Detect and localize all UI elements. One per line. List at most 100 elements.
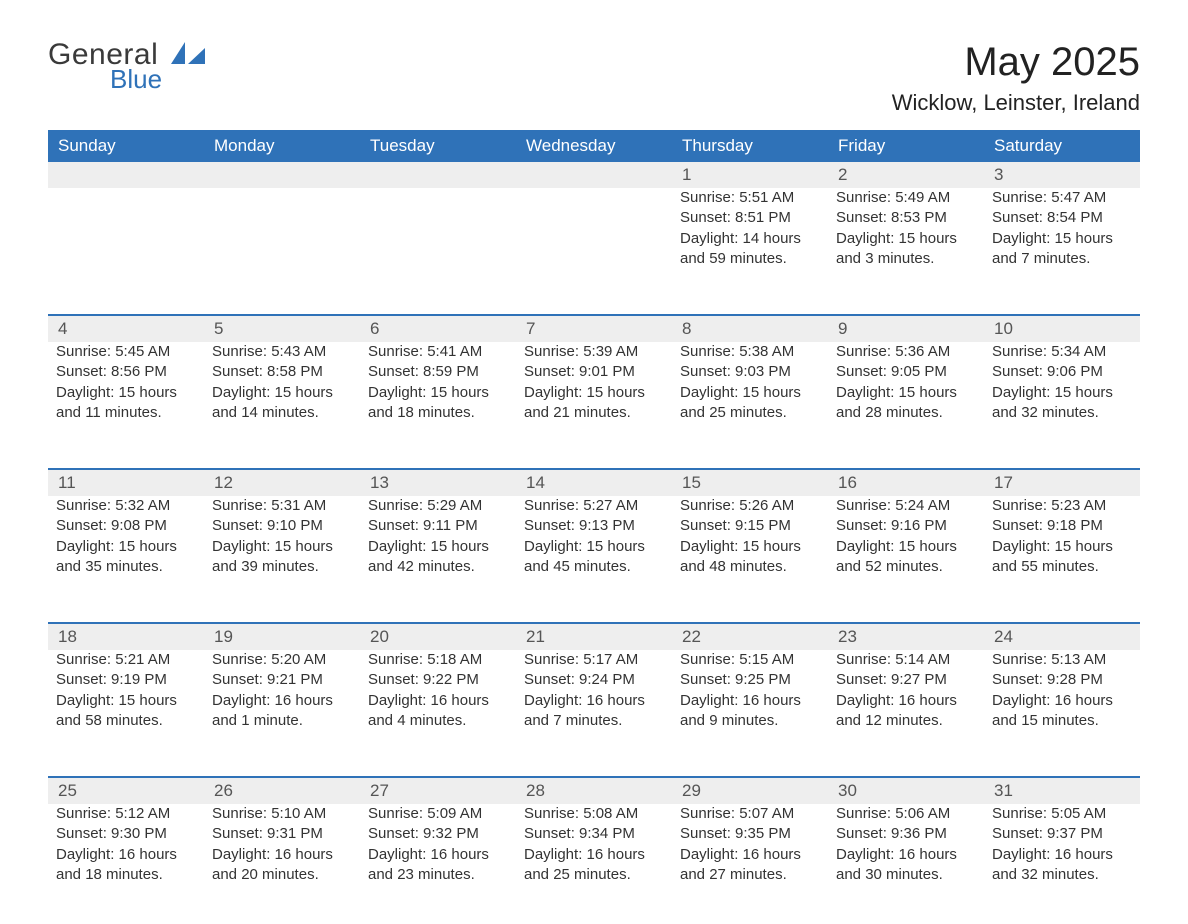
calendar-cell: Sunrise: 5:29 AMSunset: 9:11 PMDaylight:… bbox=[360, 496, 516, 616]
cell-d2: and 18 minutes. bbox=[368, 403, 508, 423]
cell-d2: and 20 minutes. bbox=[212, 865, 352, 885]
location: Wicklow, Leinster, Ireland bbox=[892, 90, 1140, 116]
cell-d2: and 7 minutes. bbox=[992, 249, 1132, 269]
cell-sunset: Sunset: 9:15 PM bbox=[680, 516, 820, 536]
cell-sunrise: Sunrise: 5:05 AM bbox=[992, 804, 1132, 824]
cell-sunrise: Sunrise: 5:32 AM bbox=[56, 496, 196, 516]
cell-sunrise: Sunrise: 5:29 AM bbox=[368, 496, 508, 516]
day-number bbox=[516, 162, 672, 188]
cell-sunrise: Sunrise: 5:49 AM bbox=[836, 188, 976, 208]
cell-d1: Daylight: 14 hours bbox=[680, 229, 820, 249]
cell-sunset: Sunset: 9:28 PM bbox=[992, 670, 1132, 690]
cell-sunset: Sunset: 9:01 PM bbox=[524, 362, 664, 382]
calendar-cell: Sunrise: 5:45 AMSunset: 8:56 PMDaylight:… bbox=[48, 342, 204, 462]
cell-sunset: Sunset: 9:27 PM bbox=[836, 670, 976, 690]
logo: General Blue bbox=[48, 40, 205, 92]
calendar-cell: Sunrise: 5:38 AMSunset: 9:03 PMDaylight:… bbox=[672, 342, 828, 462]
cell-sunrise: Sunrise: 5:21 AM bbox=[56, 650, 196, 670]
weeks-container: 123Sunrise: 5:51 AMSunset: 8:51 PMDaylig… bbox=[48, 162, 1140, 924]
cell-d2: and 25 minutes. bbox=[524, 865, 664, 885]
calendar-cell: Sunrise: 5:21 AMSunset: 9:19 PMDaylight:… bbox=[48, 650, 204, 770]
cell-sunrise: Sunrise: 5:18 AM bbox=[368, 650, 508, 670]
weekday-tuesday: Tuesday bbox=[360, 130, 516, 162]
calendar-week: 18192021222324Sunrise: 5:21 AMSunset: 9:… bbox=[48, 624, 1140, 770]
cell-d2: and 27 minutes. bbox=[680, 865, 820, 885]
cell-sunset: Sunset: 9:32 PM bbox=[368, 824, 508, 844]
cell-sunrise: Sunrise: 5:10 AM bbox=[212, 804, 352, 824]
cell-sunset: Sunset: 9:10 PM bbox=[212, 516, 352, 536]
calendar-cell: Sunrise: 5:10 AMSunset: 9:31 PMDaylight:… bbox=[204, 804, 360, 924]
cell-sunrise: Sunrise: 5:36 AM bbox=[836, 342, 976, 362]
calendar-cell: Sunrise: 5:32 AMSunset: 9:08 PMDaylight:… bbox=[48, 496, 204, 616]
calendar-cell: Sunrise: 5:49 AMSunset: 8:53 PMDaylight:… bbox=[828, 188, 984, 308]
cell-d2: and 18 minutes. bbox=[56, 865, 196, 885]
cell-d2: and 1 minute. bbox=[212, 711, 352, 731]
cell-sunset: Sunset: 9:19 PM bbox=[56, 670, 196, 690]
calendar-cell: Sunrise: 5:39 AMSunset: 9:01 PMDaylight:… bbox=[516, 342, 672, 462]
daynum-strip: 18192021222324 bbox=[48, 624, 1140, 650]
cell-d1: Daylight: 15 hours bbox=[992, 383, 1132, 403]
cell-sunrise: Sunrise: 5:43 AM bbox=[212, 342, 352, 362]
calendar-cell: Sunrise: 5:27 AMSunset: 9:13 PMDaylight:… bbox=[516, 496, 672, 616]
day-number: 5 bbox=[204, 316, 360, 342]
cell-sunset: Sunset: 8:54 PM bbox=[992, 208, 1132, 228]
cell-d1: Daylight: 15 hours bbox=[212, 537, 352, 557]
cell-sunrise: Sunrise: 5:41 AM bbox=[368, 342, 508, 362]
cell-d1: Daylight: 15 hours bbox=[992, 229, 1132, 249]
calendar-cell: Sunrise: 5:14 AMSunset: 9:27 PMDaylight:… bbox=[828, 650, 984, 770]
cell-d2: and 25 minutes. bbox=[680, 403, 820, 423]
day-number: 30 bbox=[828, 778, 984, 804]
calendar-cell: Sunrise: 5:20 AMSunset: 9:21 PMDaylight:… bbox=[204, 650, 360, 770]
cell-sunset: Sunset: 9:34 PM bbox=[524, 824, 664, 844]
calendar-cell: Sunrise: 5:51 AMSunset: 8:51 PMDaylight:… bbox=[672, 188, 828, 308]
day-number: 26 bbox=[204, 778, 360, 804]
cell-sunrise: Sunrise: 5:39 AM bbox=[524, 342, 664, 362]
cell-sunrise: Sunrise: 5:51 AM bbox=[680, 188, 820, 208]
calendar-header: Sunday Monday Tuesday Wednesday Thursday… bbox=[48, 130, 1140, 162]
day-number: 18 bbox=[48, 624, 204, 650]
cell-d2: and 28 minutes. bbox=[836, 403, 976, 423]
weekday-thursday: Thursday bbox=[672, 130, 828, 162]
calendar-cell: Sunrise: 5:09 AMSunset: 9:32 PMDaylight:… bbox=[360, 804, 516, 924]
day-number: 9 bbox=[828, 316, 984, 342]
cell-d2: and 15 minutes. bbox=[992, 711, 1132, 731]
calendar-cell: Sunrise: 5:05 AMSunset: 9:37 PMDaylight:… bbox=[984, 804, 1140, 924]
cell-sunset: Sunset: 9:21 PM bbox=[212, 670, 352, 690]
cell-sunset: Sunset: 9:18 PM bbox=[992, 516, 1132, 536]
cell-d2: and 30 minutes. bbox=[836, 865, 976, 885]
cell-d1: Daylight: 15 hours bbox=[524, 537, 664, 557]
day-number: 3 bbox=[984, 162, 1140, 188]
day-number: 1 bbox=[672, 162, 828, 188]
cell-d1: Daylight: 15 hours bbox=[680, 537, 820, 557]
cells-strip: Sunrise: 5:12 AMSunset: 9:30 PMDaylight:… bbox=[48, 804, 1140, 924]
cell-sunrise: Sunrise: 5:07 AM bbox=[680, 804, 820, 824]
cell-d2: and 39 minutes. bbox=[212, 557, 352, 577]
cell-sunset: Sunset: 9:11 PM bbox=[368, 516, 508, 536]
cell-sunset: Sunset: 9:36 PM bbox=[836, 824, 976, 844]
calendar-cell bbox=[48, 188, 204, 308]
cell-d2: and 32 minutes. bbox=[992, 403, 1132, 423]
cell-d1: Daylight: 16 hours bbox=[992, 691, 1132, 711]
cell-d1: Daylight: 15 hours bbox=[56, 691, 196, 711]
cell-sunset: Sunset: 8:51 PM bbox=[680, 208, 820, 228]
cell-d1: Daylight: 15 hours bbox=[56, 537, 196, 557]
cell-d1: Daylight: 16 hours bbox=[212, 691, 352, 711]
cell-d1: Daylight: 16 hours bbox=[524, 691, 664, 711]
calendar-cell: Sunrise: 5:12 AMSunset: 9:30 PMDaylight:… bbox=[48, 804, 204, 924]
calendar-cell: Sunrise: 5:18 AMSunset: 9:22 PMDaylight:… bbox=[360, 650, 516, 770]
cell-d1: Daylight: 16 hours bbox=[680, 845, 820, 865]
cells-strip: Sunrise: 5:21 AMSunset: 9:19 PMDaylight:… bbox=[48, 650, 1140, 770]
day-number: 7 bbox=[516, 316, 672, 342]
month-title: May 2025 bbox=[892, 40, 1140, 84]
cell-d1: Daylight: 16 hours bbox=[680, 691, 820, 711]
day-number: 21 bbox=[516, 624, 672, 650]
cell-sunset: Sunset: 9:30 PM bbox=[56, 824, 196, 844]
calendar-week: 11121314151617Sunrise: 5:32 AMSunset: 9:… bbox=[48, 470, 1140, 616]
cell-d1: Daylight: 16 hours bbox=[56, 845, 196, 865]
day-number: 2 bbox=[828, 162, 984, 188]
cell-sunrise: Sunrise: 5:09 AM bbox=[368, 804, 508, 824]
cell-d1: Daylight: 16 hours bbox=[524, 845, 664, 865]
calendar-week: 45678910Sunrise: 5:45 AMSunset: 8:56 PMD… bbox=[48, 316, 1140, 462]
day-number: 15 bbox=[672, 470, 828, 496]
cell-d2: and 11 minutes. bbox=[56, 403, 196, 423]
